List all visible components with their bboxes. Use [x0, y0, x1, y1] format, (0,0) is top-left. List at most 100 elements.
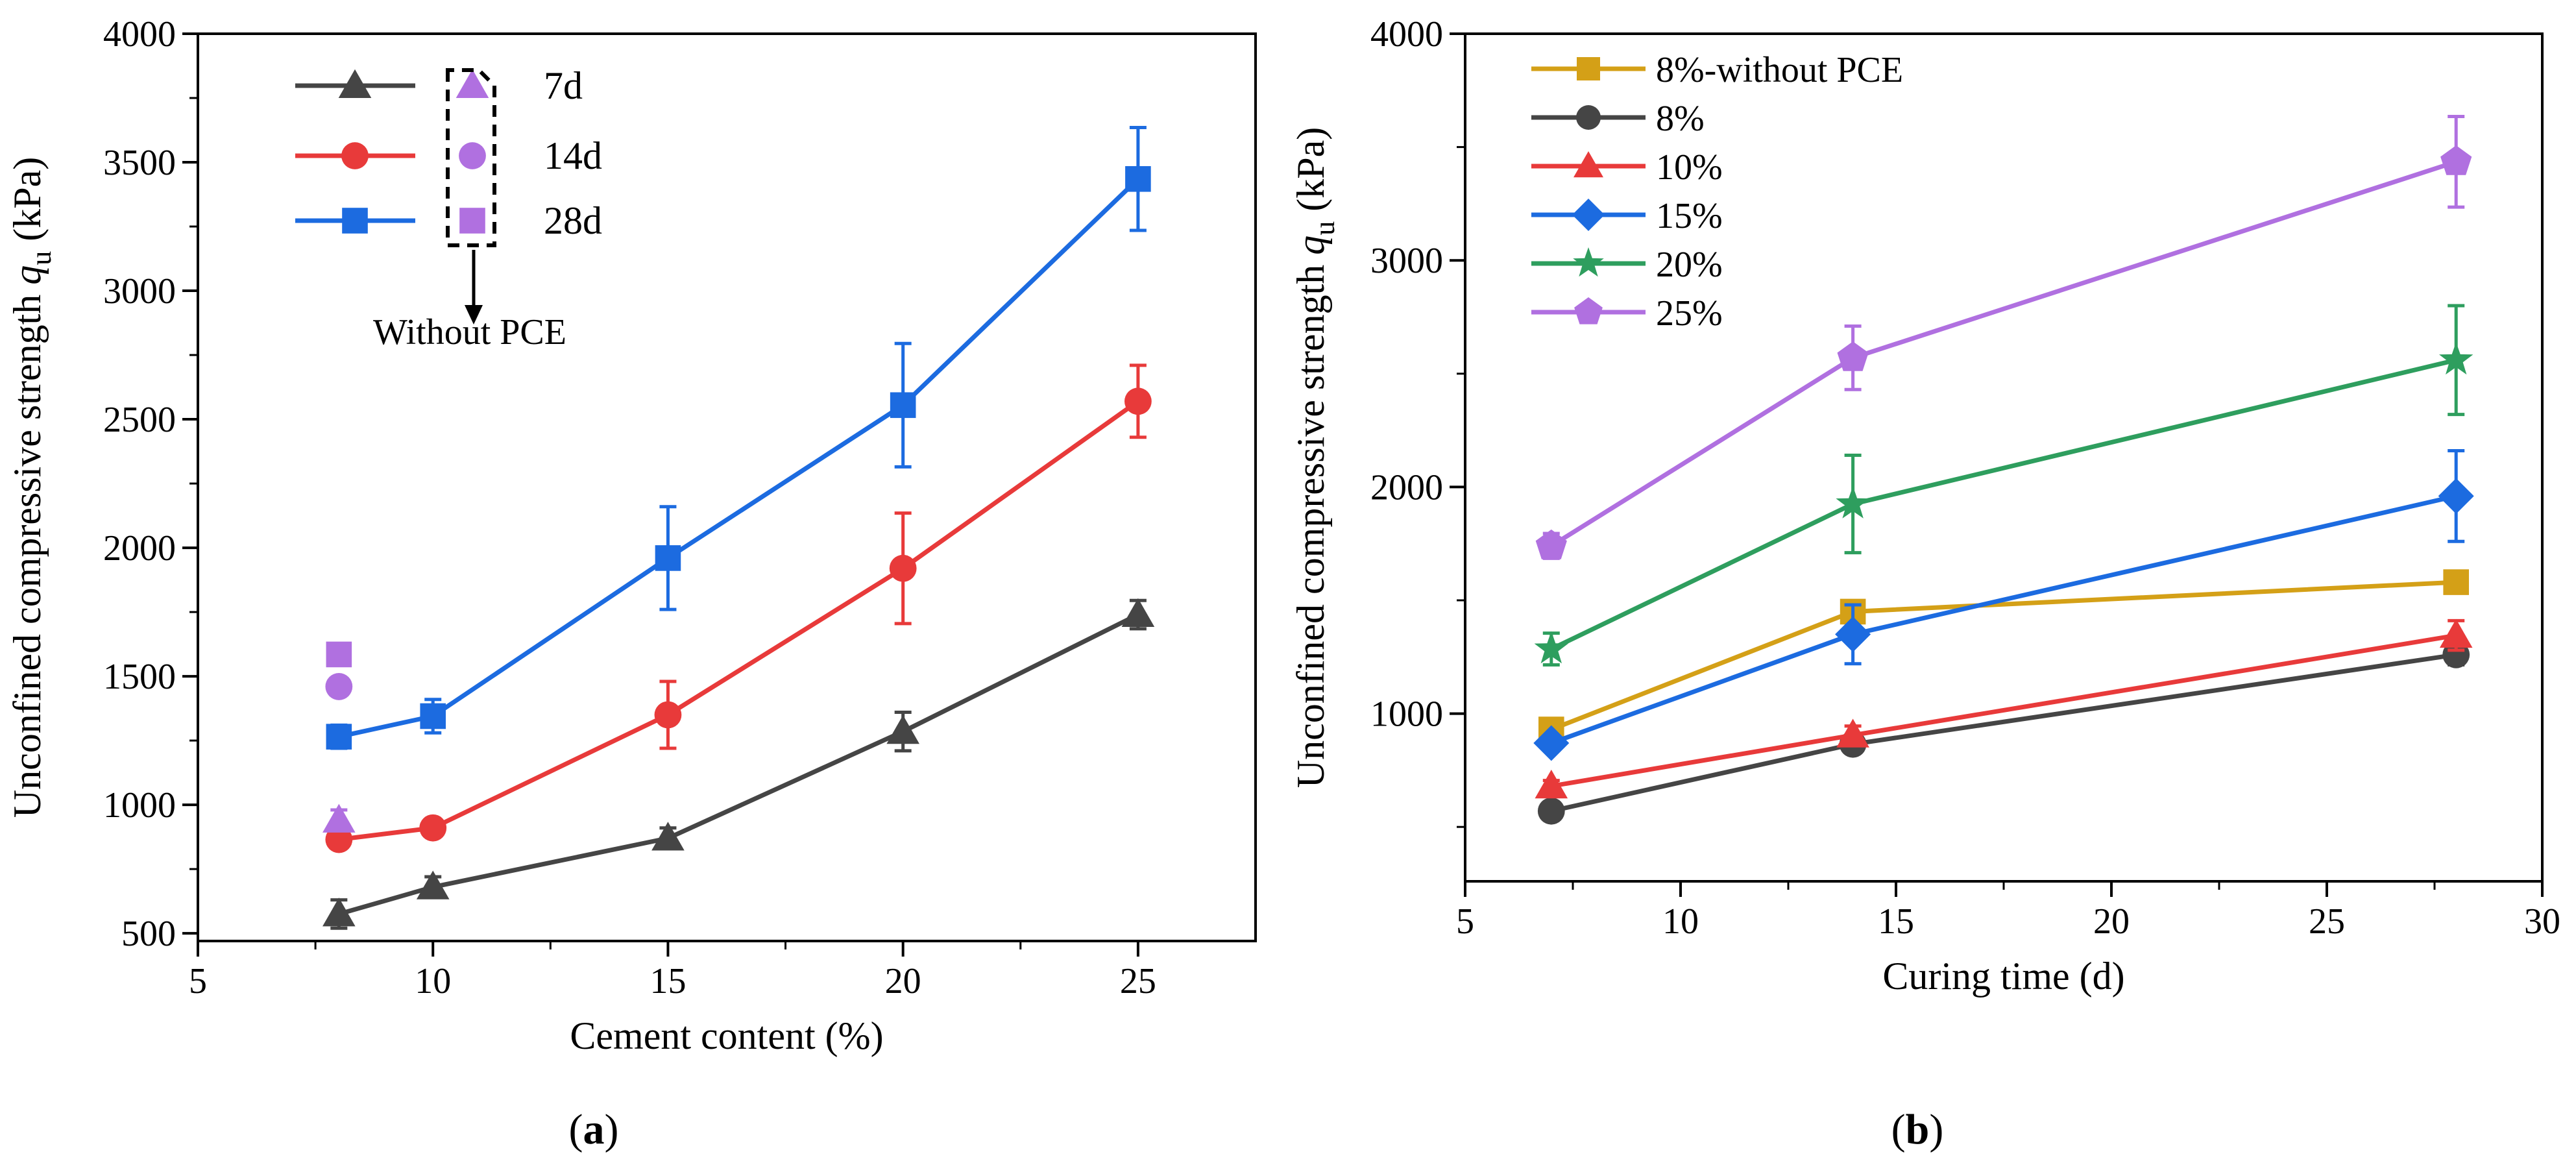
y-tick-label: 1000 — [1370, 694, 1443, 735]
y-axis-label: Unconfined compressive strength qu (kPa) — [6, 157, 57, 818]
series-7d — [322, 598, 1155, 930]
y-axis-label: Unconfined compressive strength qu (kPa) — [1289, 127, 1341, 788]
data-point — [889, 554, 917, 582]
x-tick-label: 20 — [2093, 901, 2130, 942]
series-line — [1550, 493, 2457, 746]
x-axis-label: Cement content (%) — [570, 1014, 883, 1057]
x-tick-label: 15 — [1878, 901, 1914, 942]
series-line — [338, 612, 1139, 916]
y-tick-label: 3000 — [1370, 241, 1443, 281]
y-tick-label: 3000 — [103, 271, 176, 312]
x-tick-label: 5 — [1456, 901, 1474, 942]
data-point — [1124, 387, 1152, 415]
data-point — [2443, 569, 2469, 595]
series-line — [338, 177, 1140, 739]
x-tick-label: 5 — [189, 961, 207, 1001]
plot-frame — [197, 32, 1257, 942]
legend-marker — [1573, 247, 1604, 277]
legend-marker — [342, 208, 368, 234]
legend: 7d 14d 28d Without PCE — [295, 64, 602, 352]
legend-marker — [1577, 57, 1600, 80]
x-tick-label: 25 — [1120, 961, 1156, 1001]
data-point — [886, 715, 919, 744]
plot-frame — [1464, 32, 2544, 883]
x-tick-label: 10 — [1662, 901, 1699, 942]
y-tick-label: 3500 — [103, 143, 176, 183]
series-line — [338, 399, 1139, 842]
data-point — [655, 545, 681, 571]
legend-without-pce-marker — [456, 69, 489, 98]
annotation-arrowhead — [465, 305, 483, 324]
legend-without-pce-marker — [459, 208, 485, 234]
panel-b-caption: (b) — [1891, 1106, 1944, 1153]
data-point — [322, 898, 356, 927]
x-tick-label: 10 — [415, 961, 451, 1001]
data-point — [419, 814, 447, 842]
annotation-label: Without PCE — [373, 312, 566, 352]
legend-label: 20% — [1656, 245, 1723, 285]
chart-panel-b: 5 10 15 20 25 30 1000 2000 3000 4000 Curing time (… — [1289, 14, 2560, 997]
data-point — [1835, 616, 1871, 652]
legend-marker — [1574, 297, 1603, 324]
y-tick-label: 2000 — [103, 528, 176, 569]
y-tick-label: 2000 — [1370, 467, 1443, 508]
legend-label: 8%-without PCE — [1656, 50, 1903, 90]
without-pce-point — [326, 641, 352, 668]
y-tick-label: 500 — [121, 914, 176, 954]
y-tick-label: 1000 — [103, 785, 176, 825]
legend-label: 14d — [544, 134, 602, 177]
data-point — [1836, 486, 1870, 519]
y-tick-label: 1500 — [103, 657, 176, 697]
legend: 8%-without PCE 8% 10% 15% 20% 25% — [1531, 50, 1903, 334]
data-point — [1537, 797, 1565, 825]
x-tick-label: 30 — [2524, 901, 2560, 942]
legend-label: 7d — [544, 64, 583, 107]
series-20% — [1534, 304, 2473, 667]
series-28d — [326, 126, 1151, 750]
without-pce-point — [322, 803, 356, 833]
legend-marker — [1572, 199, 1605, 231]
without-pce-point — [325, 673, 353, 700]
legend-marker — [341, 142, 369, 169]
series-14d — [325, 363, 1152, 853]
panel-a-caption: (a) — [569, 1106, 619, 1153]
data-point — [1535, 770, 1568, 799]
data-point — [1121, 598, 1155, 628]
data-point — [2439, 618, 2473, 648]
data-point — [325, 825, 353, 853]
legend-label: 10% — [1656, 147, 1723, 188]
x-tick-label: 20 — [885, 961, 921, 1001]
x-tick-label: 15 — [650, 961, 686, 1001]
data-point — [651, 822, 685, 851]
legend-marker — [1576, 105, 1601, 130]
data-point — [2442, 641, 2470, 668]
data-point — [2438, 478, 2474, 514]
chart-panel-a: 5 10 15 20 25 500 1000 1500 2000 2500 3000 3500 4000… — [6, 14, 1257, 1057]
without-pce-bracket — [446, 68, 496, 247]
series-8% — [1537, 641, 2470, 825]
x-tick-label: 25 — [2309, 901, 2345, 942]
legend-label: 15% — [1656, 196, 1723, 236]
data-point — [2440, 145, 2472, 175]
legend-label: 8% — [1656, 99, 1705, 139]
legend-label: 25% — [1656, 293, 1723, 334]
data-point — [1535, 529, 1567, 559]
series-10% — [1535, 618, 2473, 799]
data-point — [326, 724, 352, 750]
legend-without-pce-marker — [459, 142, 486, 169]
data-point — [1837, 341, 1869, 371]
data-point — [890, 392, 916, 419]
data-point — [416, 870, 450, 899]
data-point — [1125, 165, 1151, 192]
y-tick-label: 4000 — [1370, 14, 1443, 55]
legend-marker — [1574, 151, 1603, 178]
y-tick-label: 4000 — [103, 14, 176, 55]
data-point — [420, 703, 446, 729]
legend-marker — [338, 69, 372, 98]
legend-label: 28d — [544, 199, 602, 242]
data-point — [1836, 718, 1869, 748]
series-line — [1551, 633, 2457, 789]
y-tick-label: 2500 — [103, 400, 176, 440]
data-point — [1533, 725, 1570, 761]
